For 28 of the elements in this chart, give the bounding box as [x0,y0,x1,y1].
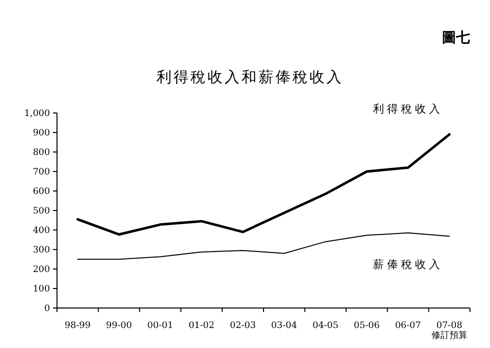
text: 薪俸稅收入 [373,258,444,271]
x-tick-label: 98-99 [64,321,91,331]
series-label: 利得稅收入 [373,102,444,116]
x-tick-label: 06-07 [395,321,422,331]
x-tick-label: 04-05 [312,321,339,331]
x-tick-label: 07-08 [436,321,463,331]
x-tick-label: 00-01 [147,321,174,331]
y-tick-label: 800 [32,148,50,158]
x-tick-label: 99-00 [106,321,132,331]
y-tick-label: 700 [32,168,50,178]
text: 修訂預算 [431,330,468,341]
x-tick-label: 01-02 [188,321,215,331]
y-tick-label: 300 [32,246,50,256]
y-tick-label: 400 [32,226,50,236]
line-series [77,232,450,260]
line-series [76,133,451,236]
y-tick-label: 0 [44,304,50,314]
y-tick-label: 500 [32,206,50,216]
chart-title: 利得稅收入和薪俸稅收入 [156,68,344,86]
x-tick-label: 02-03 [230,321,256,331]
y-tick-label: 1,000 [24,109,50,119]
x-tick-label: 03-04 [271,321,298,331]
y-tick-label: 600 [32,187,50,197]
y-tick-label: 900 [32,128,50,138]
x-tick-label: 05-06 [354,321,380,331]
text: 圖七 [442,30,470,46]
y-tick-label: 100 [32,284,50,294]
y-tick-label: 200 [32,265,50,275]
